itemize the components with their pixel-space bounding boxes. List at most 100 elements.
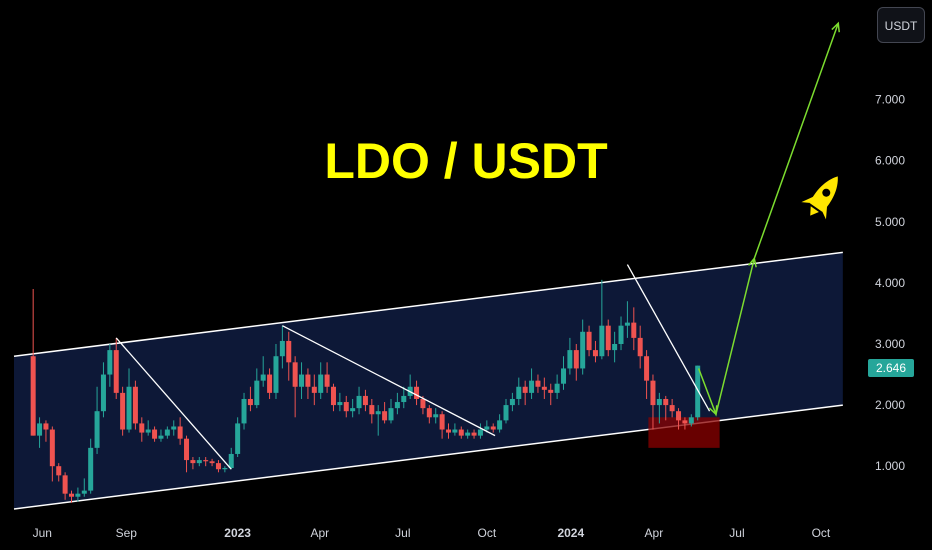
channel-upper-line [13, 251, 843, 357]
candle-body [94, 411, 100, 448]
candle [471, 429, 477, 439]
rocket-icon [801, 176, 838, 220]
candle-body [356, 395, 362, 409]
candle-body [656, 398, 662, 406]
candle-body [465, 432, 471, 436]
candle-body [541, 386, 547, 390]
candle-body [394, 402, 400, 409]
x-tick-label: Apr [645, 526, 664, 540]
chart-title: LDO / USDT [324, 133, 607, 189]
candle [529, 368, 535, 399]
candle [318, 362, 324, 399]
x-axis-band [0, 517, 866, 550]
candle-body [171, 426, 177, 430]
candle-body [618, 325, 624, 344]
y-tick-label: 3.000 [875, 337, 905, 351]
candle [362, 389, 368, 412]
candle-body [669, 405, 675, 412]
candle-body [695, 365, 701, 418]
candle [75, 487, 81, 502]
candle [516, 377, 522, 406]
candle-body [305, 374, 311, 387]
currency-button[interactable]: USDT [877, 7, 925, 43]
candle [682, 417, 688, 430]
candle-body [612, 344, 618, 351]
y-tick-label: 1.000 [875, 459, 905, 473]
candle-body [382, 411, 388, 421]
candle [107, 344, 113, 387]
candle [203, 457, 209, 467]
candle-body [509, 398, 515, 406]
candle [247, 386, 253, 412]
candle-body [254, 380, 260, 406]
candle-body [554, 383, 560, 393]
candle-body [458, 429, 464, 436]
candle [222, 466, 228, 473]
candle [286, 331, 292, 381]
candle [164, 426, 170, 439]
candle [452, 423, 458, 436]
candle [196, 457, 202, 467]
candle-body [503, 405, 509, 421]
candle-body [158, 435, 164, 439]
candle [62, 472, 68, 500]
candle [49, 426, 55, 482]
candle [580, 319, 586, 375]
candle-body [350, 408, 356, 412]
y-tick-label: 2.000 [875, 398, 905, 412]
candle-body [337, 402, 343, 406]
candle-body [209, 461, 215, 464]
candle [612, 331, 618, 363]
candle [375, 405, 381, 436]
candle-body [580, 331, 586, 369]
candle-body [235, 423, 241, 454]
candle-body [62, 475, 68, 494]
candle [573, 344, 579, 381]
candle [695, 365, 701, 421]
candle [650, 374, 656, 430]
candle-body [433, 414, 439, 418]
candle-body [471, 432, 477, 436]
candle-body [586, 331, 592, 351]
candle-body [522, 386, 528, 393]
candle [414, 380, 420, 406]
candle-body [292, 362, 298, 387]
candle-body [120, 392, 126, 430]
candle [139, 417, 145, 442]
candle-body [37, 423, 43, 436]
candle [120, 386, 126, 436]
candle-body [599, 325, 605, 357]
candle [126, 368, 132, 433]
candle-body [177, 426, 183, 439]
candle [522, 380, 528, 406]
candle-body [88, 447, 94, 491]
candle [81, 478, 87, 497]
candle-body [279, 340, 285, 357]
candle-body [126, 386, 132, 430]
candle-body [688, 417, 694, 424]
candle [644, 350, 650, 399]
candle [599, 279, 605, 360]
candle-body [548, 389, 554, 393]
projection-chevron-2 [747, 256, 757, 268]
candle-body [682, 420, 688, 424]
candle [171, 420, 177, 436]
candle [548, 383, 554, 406]
candle [586, 325, 592, 357]
candle [184, 435, 190, 473]
candle [228, 447, 234, 470]
candle [445, 423, 451, 439]
candle [177, 417, 183, 445]
candle-body [145, 429, 151, 433]
candle [535, 374, 541, 393]
candle [484, 420, 490, 433]
candle [561, 356, 567, 390]
candle-body [439, 414, 445, 430]
candle-body [535, 380, 541, 387]
candle-body [605, 325, 611, 351]
candle-body [75, 493, 81, 497]
candle-body [369, 405, 375, 415]
candle [273, 344, 279, 399]
candle-body [624, 322, 630, 326]
